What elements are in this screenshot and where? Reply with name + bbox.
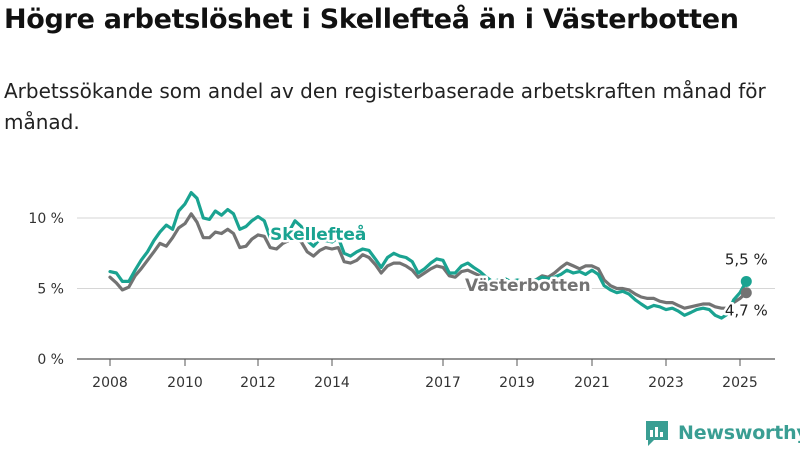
brand-logo[interactable]: Newsworthy <box>644 418 800 448</box>
x-tick-label: 2010 <box>167 375 203 391</box>
end-marker-vasterbotten <box>740 287 752 299</box>
series-line-vsterbotten <box>108 212 748 310</box>
x-tick-label: 2012 <box>240 375 276 391</box>
end-marker-skelleftea <box>740 275 752 287</box>
x-tick-label: 2025 <box>722 375 758 391</box>
x-tick-label: 2021 <box>574 375 610 391</box>
brand-name: Newsworthy <box>678 422 800 444</box>
end-label-vasterbotten: 4,7 % <box>725 302 768 320</box>
y-tick-label: 10 % <box>28 211 64 227</box>
gridlines <box>77 217 775 360</box>
series-line-skellefte <box>108 191 748 320</box>
chart-subtitle: Arbetssökande som andel av den registerb… <box>4 79 766 134</box>
x-tick-label: 2019 <box>499 375 535 391</box>
x-tick-label: 2014 <box>314 375 350 391</box>
chart-title: Högre arbetslöshet i Skellefteå än i Väs… <box>4 4 739 35</box>
x-axis: 2008 2010 2012 2014 2017 2019 2021 2023 2025 <box>92 359 758 391</box>
y-tick-label: 0 % <box>37 352 64 368</box>
x-tick-label: 2023 <box>648 375 684 391</box>
y-tick-label: 5 % <box>37 282 64 298</box>
end-label-skelleftea: 5,5 % <box>725 250 768 268</box>
y-axis-tick-labels: 0 % 5 % 10 % <box>28 211 64 368</box>
newsworthy-logo-icon <box>646 421 668 446</box>
series-label-vasterbotten: Västerbotten <box>465 276 591 296</box>
series-label-skelleftea: Skellefteå <box>270 223 366 245</box>
x-tick-label: 2017 <box>425 375 461 391</box>
series-labels: Skellefteå Västerbotten 5,5 % 4,7 % <box>268 221 771 323</box>
series-lines <box>108 191 748 320</box>
x-tick-label: 2008 <box>92 375 128 391</box>
